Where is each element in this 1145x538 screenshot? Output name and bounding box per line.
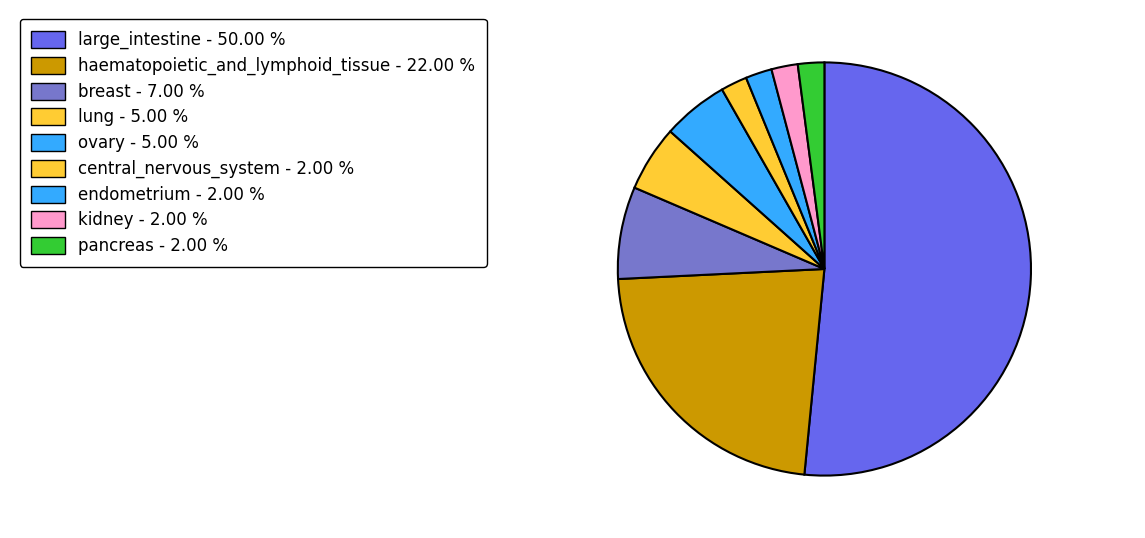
Wedge shape — [618, 188, 824, 279]
Wedge shape — [670, 89, 824, 269]
Wedge shape — [798, 62, 824, 269]
Wedge shape — [618, 269, 824, 475]
Wedge shape — [772, 64, 824, 269]
Wedge shape — [722, 78, 824, 269]
Wedge shape — [804, 62, 1030, 476]
Wedge shape — [747, 69, 824, 269]
Wedge shape — [634, 131, 824, 269]
Legend: large_intestine - 50.00 %, haematopoietic_and_lymphoid_tissue - 22.00 %, breast : large_intestine - 50.00 %, haematopoieti… — [19, 19, 487, 267]
